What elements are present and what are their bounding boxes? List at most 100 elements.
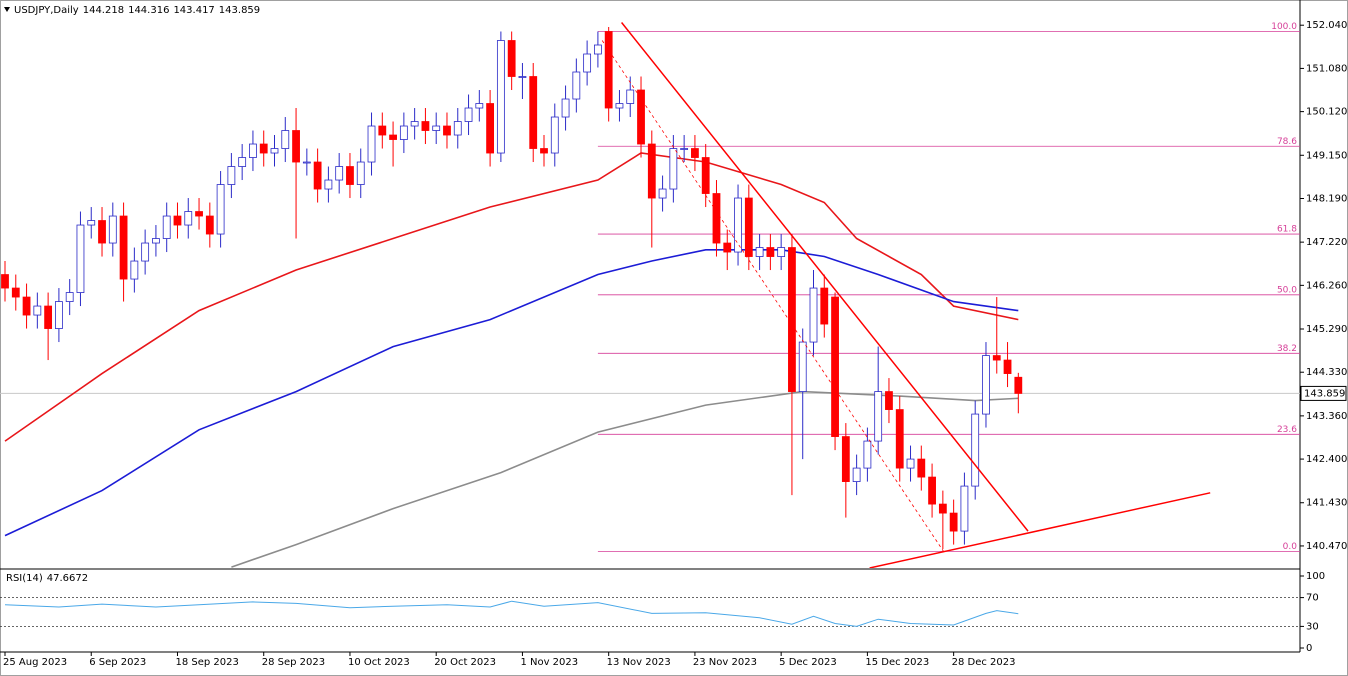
price-panel: 100.0 78.6 61.8 50.0 38.2 23.6 0.0 <box>0 22 1300 568</box>
y-tick-label: 150.120 <box>1306 107 1347 118</box>
rsi-tick-label: 0 <box>1306 643 1312 654</box>
rsi-label: RSI(14) <box>6 573 43 584</box>
candle-body <box>809 287 818 343</box>
rsi-line <box>4 600 1019 627</box>
x-tick-label: 13 Nov 2023 <box>607 657 671 668</box>
candle-body <box>561 98 570 118</box>
candle-body <box>1 274 9 289</box>
candle-body <box>313 161 322 190</box>
rsi-tick-label: 30 <box>1306 621 1319 632</box>
candle-body <box>691 148 699 158</box>
candle-body <box>529 76 538 149</box>
candle-body <box>885 391 893 410</box>
candle-body <box>410 121 419 127</box>
candle-body <box>949 512 958 532</box>
candle-body <box>259 143 268 154</box>
x-tick-label: 5 Dec 2023 <box>779 657 837 668</box>
candle-body <box>76 224 85 293</box>
header: USDJPY,Daily 144.218 144.316 143.417 143.859 <box>14 5 260 16</box>
candle-body <box>615 103 624 109</box>
candle-body <box>550 116 559 154</box>
candle-body <box>162 215 171 239</box>
last-open: 144.218 <box>83 5 124 16</box>
candle-body <box>734 197 742 253</box>
candle-body <box>55 301 63 329</box>
candle-body <box>65 292 74 302</box>
candle-body <box>292 130 300 163</box>
fib-label: 100.0 <box>1271 22 1297 32</box>
y-tick-label: 149.150 <box>1306 150 1347 161</box>
candle-body <box>1003 359 1012 374</box>
candle-body <box>841 436 850 482</box>
y-tick-label: 143.360 <box>1306 411 1347 422</box>
candle-body <box>766 247 775 257</box>
fib-label: 61.8 <box>1277 225 1297 235</box>
x-tick-label: 15 Dec 2023 <box>865 657 929 668</box>
candle-body <box>378 125 387 136</box>
candle-body <box>389 134 397 140</box>
candle-body <box>540 148 548 154</box>
candle-body <box>367 125 376 163</box>
candle-body <box>216 184 225 235</box>
candle-body <box>270 148 279 154</box>
y-tick-label: 147.220 <box>1306 237 1347 248</box>
candle-body <box>335 166 344 181</box>
last-low: 143.417 <box>173 5 214 16</box>
trendline <box>621 22 1029 532</box>
fib-base-line <box>601 40 946 554</box>
candle-body <box>227 166 236 185</box>
candle-body <box>928 476 936 505</box>
candle-body <box>205 215 214 235</box>
candle-body <box>464 107 473 122</box>
y-tick-label: 144.330 <box>1306 367 1347 378</box>
candle-body <box>249 143 257 158</box>
price-tag <box>1300 385 1347 401</box>
candle-body <box>443 125 451 136</box>
candle-body <box>475 103 484 109</box>
candle-body <box>518 76 527 78</box>
candle-body <box>173 215 182 226</box>
trendline <box>869 492 1211 568</box>
candle-body <box>755 247 764 257</box>
candle-body <box>744 197 753 257</box>
candle-body <box>184 211 193 226</box>
last-close: 143.859 <box>219 5 260 16</box>
candle-body <box>98 220 106 244</box>
x-tick-label: 10 Oct 2023 <box>348 657 410 668</box>
candle-body <box>658 188 667 199</box>
candle-body <box>108 215 117 244</box>
candle-body <box>22 296 31 316</box>
candle-body <box>626 89 635 104</box>
candle-body <box>992 355 1001 361</box>
candle-body <box>238 157 247 167</box>
candle-body <box>938 503 947 514</box>
candle-body <box>712 193 721 244</box>
x-tick-label: 28 Sep 2023 <box>262 657 325 668</box>
y-tick-label: 142.400 <box>1306 454 1347 465</box>
candle-body <box>788 247 796 392</box>
fib-label: 78.6 <box>1277 137 1297 147</box>
rsi-tick-label: 100 <box>1306 571 1325 582</box>
rsi-value: 47.6672 <box>47 573 88 584</box>
candle-body <box>895 409 904 469</box>
menu-arrow[interactable] <box>4 7 10 12</box>
candle-body <box>906 458 915 469</box>
y-tick-label: 141.430 <box>1306 498 1347 509</box>
candle-body <box>152 238 160 244</box>
symbol: USDJPY,Daily <box>14 5 79 16</box>
candle-body <box>399 125 408 140</box>
fib-label: 38.2 <box>1277 344 1297 354</box>
rsi-tick-label: 70 <box>1306 593 1319 604</box>
rsi-panel <box>0 597 1300 627</box>
candle-body <box>647 143 656 199</box>
candle-body <box>87 220 96 226</box>
x-tick-label: 28 Dec 2023 <box>952 657 1016 668</box>
candle-body <box>11 287 20 298</box>
x-tick-label: 1 Nov 2023 <box>520 657 578 668</box>
candle-body <box>507 40 516 77</box>
candle-body <box>486 103 495 154</box>
candle-body <box>44 305 53 329</box>
price-tag-label: 143.859 <box>1304 388 1345 399</box>
